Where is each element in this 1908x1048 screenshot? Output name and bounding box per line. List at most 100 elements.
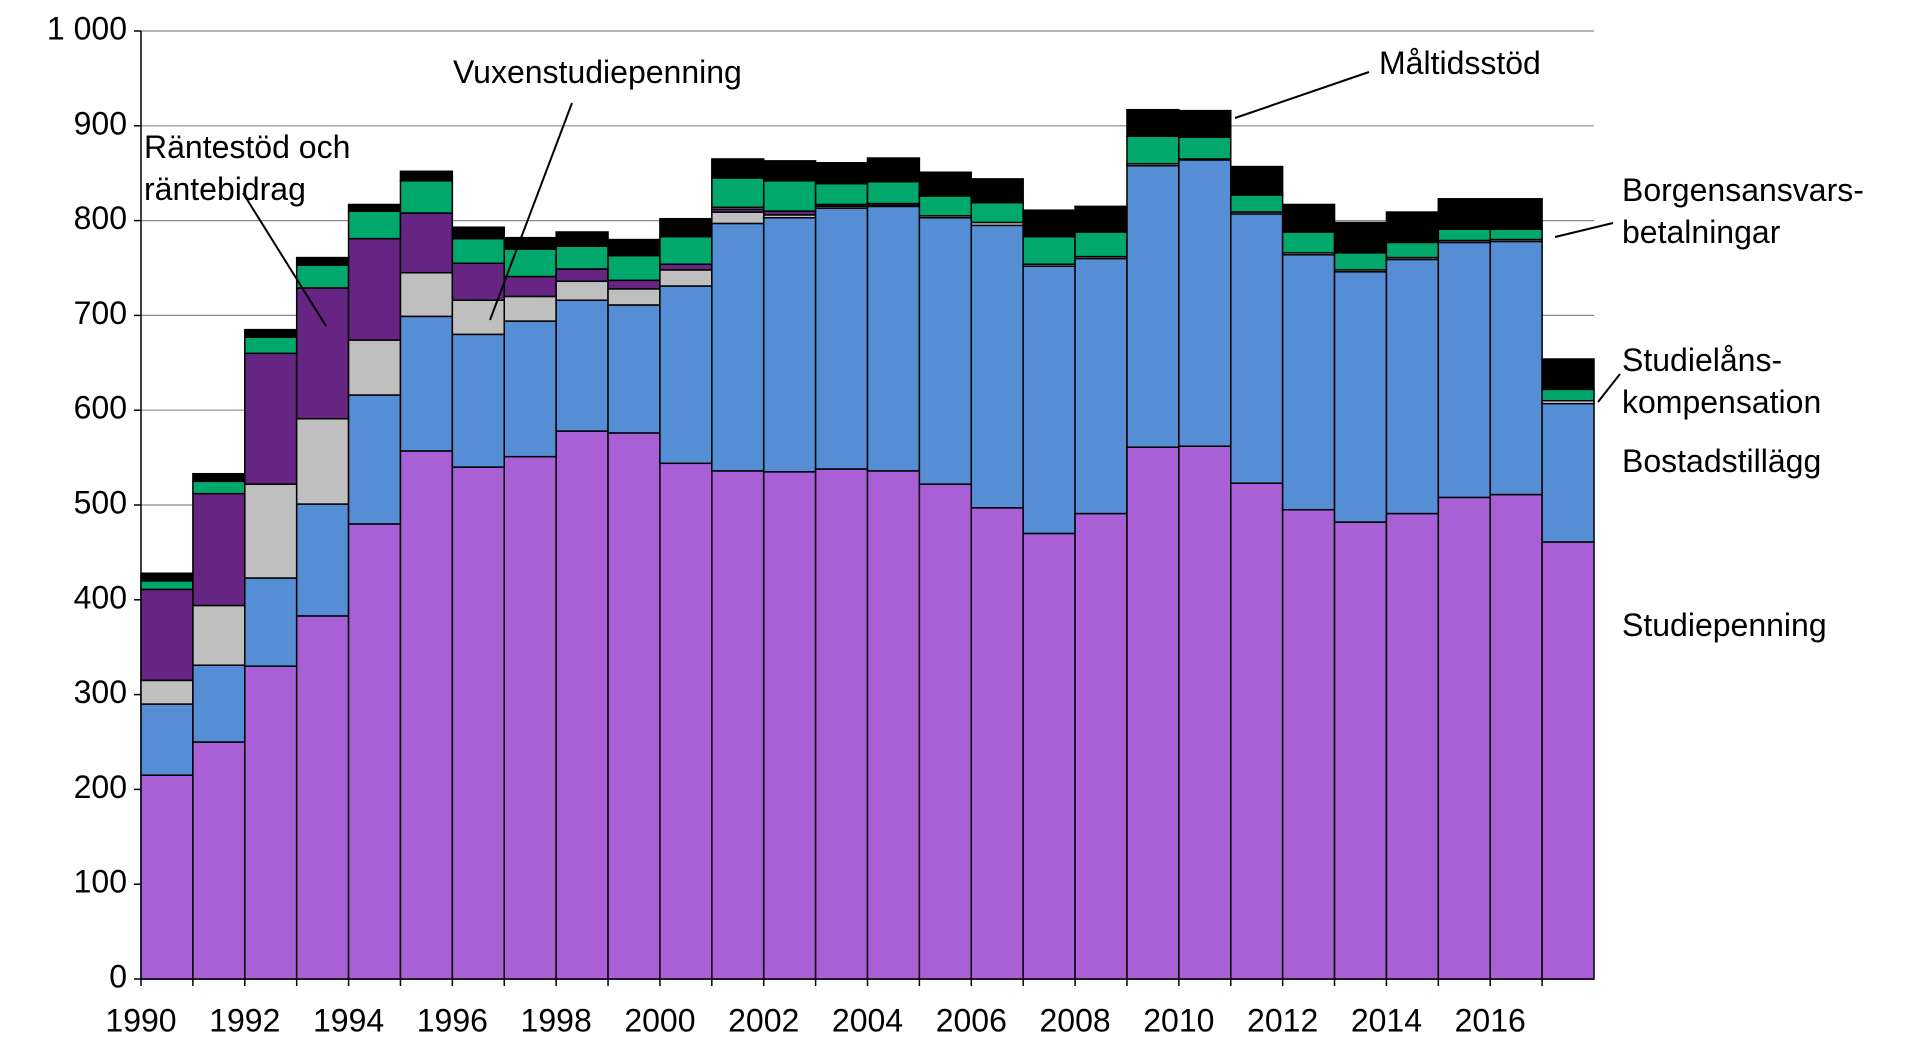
bar-segment <box>762 217 817 473</box>
bar-segment <box>762 160 817 182</box>
x-tick-label: 2002 <box>728 1002 799 1038</box>
bar-segment <box>555 231 609 247</box>
bar-segment <box>1281 508 1336 980</box>
bar-segment <box>970 507 1024 980</box>
bar-segment <box>140 703 194 776</box>
bar-segment <box>1385 512 1440 980</box>
bar-segment <box>1178 136 1232 160</box>
bar-segment <box>399 450 454 980</box>
x-tick-label: 2014 <box>1351 1002 1422 1038</box>
arrow <box>1554 222 1614 238</box>
bar-segment <box>192 741 246 980</box>
bar-segment <box>918 195 973 217</box>
bar-segment <box>503 455 557 980</box>
bar-segment <box>555 430 609 980</box>
bar-segment <box>451 226 506 240</box>
bar-segment <box>1126 135 1180 165</box>
bar-segment <box>711 470 765 980</box>
bar-segment <box>399 170 454 182</box>
bars <box>140 108 1595 980</box>
bar-segment <box>1126 108 1180 137</box>
bar-segment <box>814 207 869 470</box>
bar-segment <box>1022 235 1076 265</box>
x-tick-label: 1992 <box>209 1002 280 1038</box>
bar-segment <box>1333 221 1388 254</box>
bar-segment <box>1385 258 1440 515</box>
bar-segment <box>1022 265 1076 535</box>
bar-segment <box>866 157 921 183</box>
arrow <box>489 102 573 321</box>
series-label: Borgensansvars-betalningar <box>1622 172 1864 250</box>
bar-segment <box>711 222 765 472</box>
bar-segment <box>347 210 402 240</box>
bar-segment <box>1281 203 1336 233</box>
bar-segment <box>970 201 1024 224</box>
bar-segment <box>659 462 713 980</box>
y-tick-label: 0 <box>109 958 127 994</box>
bar-segment <box>503 248 557 278</box>
bar-segment <box>244 483 298 579</box>
bar-segment <box>399 212 454 274</box>
x-tick-label: 1998 <box>521 1002 592 1038</box>
bar-segment <box>607 238 661 257</box>
y-tick-label: 500 <box>74 484 127 520</box>
bar-segment <box>1281 231 1336 254</box>
bar-segment <box>399 180 454 214</box>
bar-segment <box>295 615 350 980</box>
bar-segment <box>814 162 869 185</box>
bar-segment <box>1385 241 1440 259</box>
bar-segment <box>555 245 609 270</box>
x-tick-label: 2004 <box>832 1002 903 1038</box>
bar-segment <box>140 572 194 582</box>
x-tick-label: 1996 <box>417 1002 488 1038</box>
y-tick-label: 1 000 <box>47 10 127 46</box>
bar-segment <box>659 263 713 271</box>
bar-segment <box>1333 271 1388 523</box>
bar-segment <box>866 470 921 980</box>
bar-segment <box>1022 209 1076 238</box>
series-label: Bostadstillägg <box>1622 443 1822 479</box>
bar-segment <box>607 279 661 290</box>
series-label: Måltidsstöd <box>1379 45 1541 81</box>
bar-segment <box>1230 213 1284 484</box>
bar-segment <box>295 503 350 617</box>
bar-segment <box>1541 541 1595 980</box>
bar-segment <box>659 235 713 265</box>
bar-segment <box>1230 165 1284 196</box>
bar-segment <box>659 285 713 465</box>
bar-segment <box>607 254 661 282</box>
bar-segment <box>244 336 298 355</box>
bar-segment <box>970 224 1024 509</box>
bar-segment <box>1541 402 1595 543</box>
bar-segment <box>1489 198 1543 230</box>
bar-segment <box>295 256 350 266</box>
bar-segment <box>814 182 869 206</box>
bar-segment <box>451 237 506 265</box>
bar-segment <box>1074 205 1128 233</box>
bar-segment <box>244 577 298 667</box>
bar-segment <box>1074 231 1128 258</box>
y-tick-label: 700 <box>74 295 127 331</box>
bar-segment <box>192 604 246 666</box>
bar-segment <box>1489 240 1543 496</box>
bar-segment <box>192 472 246 483</box>
bar-segment <box>711 158 765 179</box>
bar-segment <box>711 211 765 225</box>
x-tick-label: 2016 <box>1455 1002 1526 1038</box>
bar-segment <box>1489 228 1543 241</box>
bar-segment <box>1437 241 1491 499</box>
bar-segment <box>762 471 817 980</box>
bar-segment <box>814 468 869 980</box>
bar-segment <box>451 466 506 980</box>
arrow <box>1597 373 1621 403</box>
bar-segment <box>140 774 194 980</box>
bar-segment <box>1178 445 1232 980</box>
bar-segment <box>244 352 298 485</box>
x-tick-label: 2010 <box>1143 1002 1214 1038</box>
bar-segment <box>918 217 973 485</box>
bar-segment <box>347 394 402 525</box>
bar-segment <box>1074 512 1128 980</box>
bar-segment <box>244 328 298 338</box>
bar-segment <box>192 480 246 495</box>
